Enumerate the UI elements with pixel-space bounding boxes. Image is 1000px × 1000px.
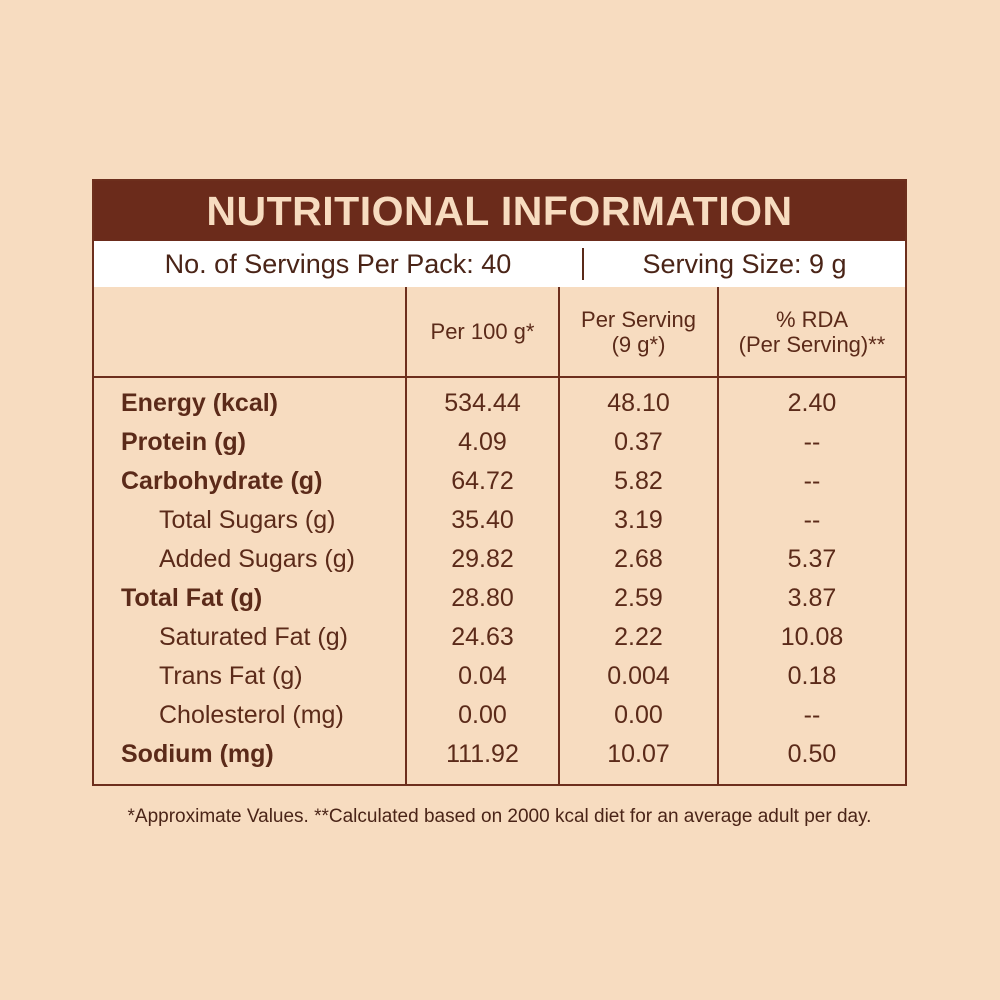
column-header-line: Per 100 g*: [430, 319, 535, 344]
nutrient-label: Cholesterol (mg): [159, 701, 344, 729]
column-header-line: (9 g*): [611, 331, 666, 357]
rda-value: 5.37: [787, 545, 837, 573]
table-row-sodium: Sodium (mg) 111.92 10.07 0.50: [94, 735, 905, 774]
per-100g-value: 35.40: [451, 506, 514, 534]
nutrient-label: Total Fat (g): [121, 584, 263, 612]
rda-value: 0.18: [787, 662, 837, 690]
footnote: *Approximate Values. **Calculated based …: [127, 806, 872, 827]
column-header-line: % RDA: [775, 306, 849, 332]
per-serving-value: 0.004: [607, 662, 670, 690]
rda-value: --: [803, 428, 821, 456]
per-100g-value: 28.80: [451, 584, 514, 612]
rda-value: 10.08: [780, 623, 844, 651]
per-100g-value: 0.00: [458, 701, 507, 729]
header-rule: [94, 376, 905, 378]
per-100g-value: 111.92: [446, 740, 519, 768]
nutrition-table: NUTRITIONAL INFORMATION No. of Servings …: [92, 179, 907, 786]
per-serving-value: 3.19: [614, 506, 663, 534]
per-serving-value: 10.07: [607, 740, 670, 768]
serving-divider: [582, 248, 584, 280]
nutrient-label: Protein (g): [121, 428, 246, 456]
rda-value: 2.40: [787, 389, 837, 417]
per-100g-value: 0.04: [458, 662, 507, 690]
column-header-line: (Per Serving)**: [738, 331, 886, 357]
column-header-per-serving: Per Serving (9 g*): [560, 287, 717, 376]
table-row-trans-fat: Trans Fat (g) 0.04 0.004 0.18: [94, 657, 905, 696]
table-title: NUTRITIONAL INFORMATION: [94, 181, 905, 241]
column-divider-1: [405, 287, 407, 784]
table-row-total-fat: Total Fat (g) 28.80 2.59 3.87: [94, 579, 905, 618]
per-100g-value: 24.63: [451, 623, 514, 651]
nutrient-label: Saturated Fat (g): [159, 623, 348, 651]
nutrient-label: Added Sugars (g): [159, 545, 355, 573]
per-serving-value: 2.22: [614, 623, 663, 651]
rda-value: 3.87: [787, 584, 837, 612]
table-row-carbohydrate: Carbohydrate (g) 64.72 5.82 --: [94, 462, 905, 501]
table-row-energy: Energy (kcal) 534.44 48.10 2.40: [94, 384, 905, 423]
per-serving-value: 5.82: [614, 467, 663, 495]
table-row-added-sugars: Added Sugars (g) 29.82 2.68 5.37: [94, 540, 905, 579]
nutrient-label: Total Sugars (g): [159, 506, 336, 534]
per-serving-value: 0.37: [614, 428, 663, 456]
table-row-total-sugars: Total Sugars (g) 35.40 3.19 --: [94, 501, 905, 540]
column-divider-2: [558, 287, 560, 784]
rda-value: --: [803, 506, 821, 534]
rda-value: --: [803, 701, 821, 729]
column-header-line: Per Serving: [581, 306, 696, 332]
servings-per-pack: No. of Servings Per Pack: 40: [164, 248, 512, 279]
nutrient-label: Trans Fat (g): [159, 662, 303, 690]
nutrient-label: Carbohydrate (g): [121, 467, 323, 495]
nutrient-label: Energy (kcal): [121, 389, 279, 417]
per-serving-value: 48.10: [607, 389, 670, 417]
per-100g-value: 64.72: [451, 467, 514, 495]
serving-size: Serving Size: 9 g: [642, 248, 847, 279]
per-serving-value: 2.59: [614, 584, 663, 612]
table-row-protein: Protein (g) 4.09 0.37 --: [94, 423, 905, 462]
column-divider-3: [717, 287, 719, 784]
column-header-rda: % RDA (Per Serving)**: [719, 287, 905, 376]
nutrient-label: Sodium (mg): [121, 740, 274, 768]
per-100g-value: 534.44: [444, 389, 521, 417]
per-serving-value: 0.00: [614, 701, 663, 729]
serving-info-row: No. of Servings Per Pack: 40 Serving Siz…: [94, 241, 905, 287]
column-header-per-100g: Per 100 g*: [407, 287, 558, 376]
per-100g-value: 4.09: [458, 428, 507, 456]
rda-value: 0.50: [787, 740, 837, 768]
table-row-cholesterol: Cholesterol (mg) 0.00 0.00 --: [94, 696, 905, 735]
per-100g-value: 29.82: [451, 545, 514, 573]
table-row-saturated-fat: Saturated Fat (g) 24.63 2.22 10.08: [94, 618, 905, 657]
rda-value: --: [803, 467, 821, 495]
per-serving-value: 2.68: [614, 545, 663, 573]
